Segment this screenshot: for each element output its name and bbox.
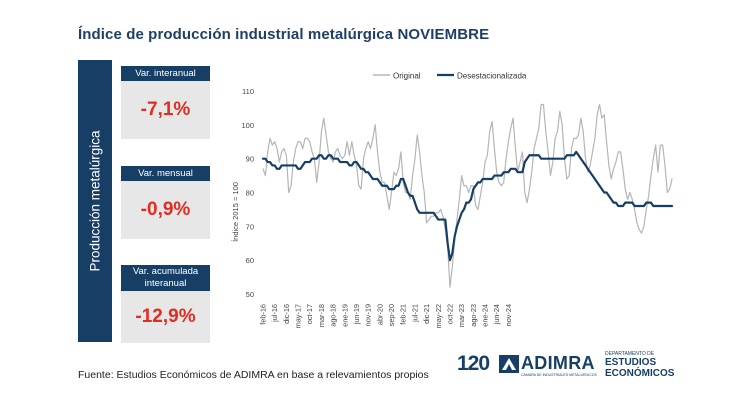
legend-label-desestacionalizada: Desestacionalizada	[457, 72, 527, 81]
card-interanual-value: -7,1%	[121, 81, 210, 139]
x-tick-label: dic-21	[422, 304, 431, 324]
y-tick-label: 50	[246, 290, 254, 299]
x-tick-label: dic-16	[282, 304, 291, 324]
x-tick-label: feb-16	[259, 304, 268, 325]
dept-line2: ECONÓMICOS	[605, 368, 675, 379]
x-tick-label: mar-23	[457, 304, 466, 327]
dept-logo: DEPARTAMENTO DE ESTUDIOS ECONÓMICOS	[605, 351, 674, 379]
adimra-mark-icon	[499, 355, 519, 373]
anniversary-text: 120	[457, 352, 490, 375]
x-tick-label: mar-18	[317, 304, 326, 327]
x-tick-label: nov-24	[504, 304, 513, 326]
y-tick-label: 110	[242, 87, 254, 96]
x-tick-label: jun-19	[352, 304, 361, 325]
x-tick-label: nov-19	[364, 304, 373, 326]
card-acumulada-value: -12,9%	[121, 291, 210, 343]
x-tick-label: may-22	[434, 304, 443, 328]
anniversary-logo: 120	[457, 352, 497, 376]
x-tick-label: jul-21	[410, 304, 419, 323]
x-tick-label: may-17	[294, 304, 303, 328]
chart-legend: Original Desestacionalizada	[373, 72, 527, 81]
adimra-logo: ADIMRA CÁMARA DE INDUSTRIALES METALÚRGIC…	[521, 354, 597, 378]
dept-top: DEPARTAMENTO DE	[605, 351, 655, 357]
sidebar-label: Producción metalúrgica	[87, 130, 103, 272]
x-axis: feb-16 jul-16 dic-16 may-17 oct-17 mar-18 ago-…	[259, 304, 513, 328]
series-group	[261, 103, 674, 288]
x-tick-label: ago-18	[329, 304, 338, 327]
x-tick-label: ago-23	[469, 304, 478, 327]
y-axis: 50 60 70 80 90 100 110	[241, 87, 254, 299]
card-mensual-value: -0,9%	[121, 181, 210, 239]
y-tick-label: 70	[246, 222, 254, 231]
x-tick-label: abr-20	[375, 304, 384, 325]
sidebar-label-bar	[78, 60, 112, 342]
adimra-subtitle: CÁMARA DE INDUSTRIALES METALÚRGICOS	[521, 373, 597, 377]
x-tick-label: ene-24	[481, 304, 490, 327]
card-acumulada-label: Var. acumulada interanual	[121, 265, 210, 291]
x-tick-label: sep-20	[387, 304, 396, 326]
x-tick-label: oct-17	[305, 304, 314, 324]
card-mensual-label: Var. mensual	[121, 166, 210, 181]
series-line-desestacionalizada	[261, 150, 674, 262]
card-interanual-label: Var. interanual	[121, 66, 210, 81]
y-tick-label: 80	[246, 189, 254, 198]
x-tick-label: oct-22	[445, 304, 454, 324]
series-line-original	[262, 103, 673, 288]
y-axis-label: Índice 2015 = 100	[231, 182, 240, 242]
x-tick-label: jul-16	[270, 304, 279, 323]
line-chart: Original Desestacionalizada Índice 2015 …	[231, 72, 674, 328]
x-tick-label: feb-21	[399, 304, 408, 325]
dept-line1: ESTUDIOS	[605, 357, 657, 368]
legend-label-original: Original	[393, 72, 421, 81]
y-tick-label: 90	[246, 155, 254, 164]
source-note: Fuente: Estudios Económicos de ADIMRA en…	[78, 369, 429, 381]
adimra-wordmark: ADIMRA	[521, 353, 595, 373]
y-tick-label: 60	[246, 256, 254, 265]
page-title: Índice de producción industrial metalúrg…	[78, 26, 490, 43]
x-tick-label: ene-19	[340, 304, 349, 327]
x-tick-label: jun-24	[492, 304, 501, 325]
y-tick-label: 100	[241, 121, 254, 130]
